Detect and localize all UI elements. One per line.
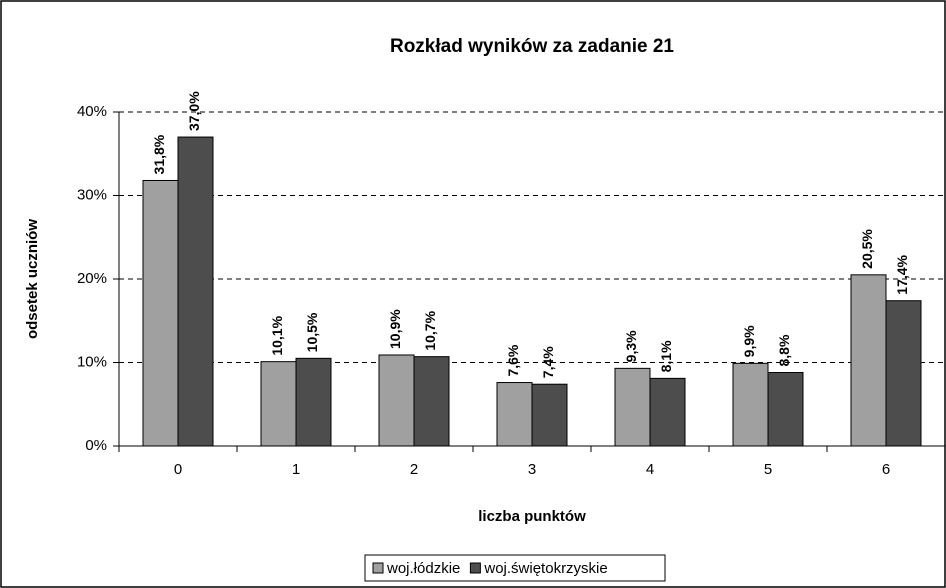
y-tick-label: 20% <box>77 270 107 287</box>
value-label: 7,6% <box>505 344 521 376</box>
bar <box>295 357 332 447</box>
x-tick-label: 1 <box>292 461 300 478</box>
bar <box>767 372 804 447</box>
value-label: 10,5% <box>304 312 320 352</box>
legend-swatch <box>372 562 384 574</box>
value-label: 10,1% <box>269 315 285 355</box>
x-tick-label: 6 <box>882 461 890 478</box>
bar <box>732 362 769 447</box>
legend-label: woj.łódzkie <box>386 560 460 577</box>
bar <box>885 300 922 447</box>
x-axis-label: liczba punktów <box>478 508 586 525</box>
x-tick-label: 3 <box>528 461 536 478</box>
value-label: 17,4% <box>894 254 910 294</box>
value-label: 9,9% <box>741 325 757 357</box>
legend-label: woj.świętokrzyskie <box>483 560 607 577</box>
value-label: 10,9% <box>387 309 403 349</box>
x-tick-label: 2 <box>410 461 418 478</box>
value-label: 20,5% <box>859 229 875 269</box>
value-label: 10,7% <box>422 310 438 350</box>
value-label: 7,4% <box>540 346 556 378</box>
y-tick-label: 30% <box>77 186 107 203</box>
value-label: 37,0% <box>186 91 202 131</box>
value-label: 9,3% <box>623 330 639 362</box>
y-tick-label: 40% <box>77 103 107 120</box>
x-tick-label: 0 <box>174 461 182 478</box>
y-axis-label: odsetek uczniów <box>24 219 41 339</box>
y-tick-label: 10% <box>77 353 107 370</box>
bar <box>850 274 887 447</box>
bar <box>260 361 297 447</box>
bar <box>496 382 533 447</box>
chart-title: Rozkład wyników za zadanie 21 <box>390 36 674 57</box>
legend-box <box>364 554 666 582</box>
bar <box>142 179 179 447</box>
bar <box>531 383 568 447</box>
bar <box>177 136 214 447</box>
bar <box>378 354 415 447</box>
legend: woj.łódzkie woj.świętokrzyskie <box>364 554 666 582</box>
bar <box>649 377 686 447</box>
x-tick-label: 5 <box>764 461 772 478</box>
value-label: 8,8% <box>776 334 792 366</box>
legend-swatch <box>469 562 481 574</box>
y-tick-label: 0% <box>85 437 107 454</box>
x-tick-label: 4 <box>646 461 654 478</box>
bar <box>614 367 651 447</box>
bar <box>413 356 450 447</box>
value-label: 31,8% <box>151 134 167 174</box>
value-label: 8,1% <box>658 340 674 372</box>
